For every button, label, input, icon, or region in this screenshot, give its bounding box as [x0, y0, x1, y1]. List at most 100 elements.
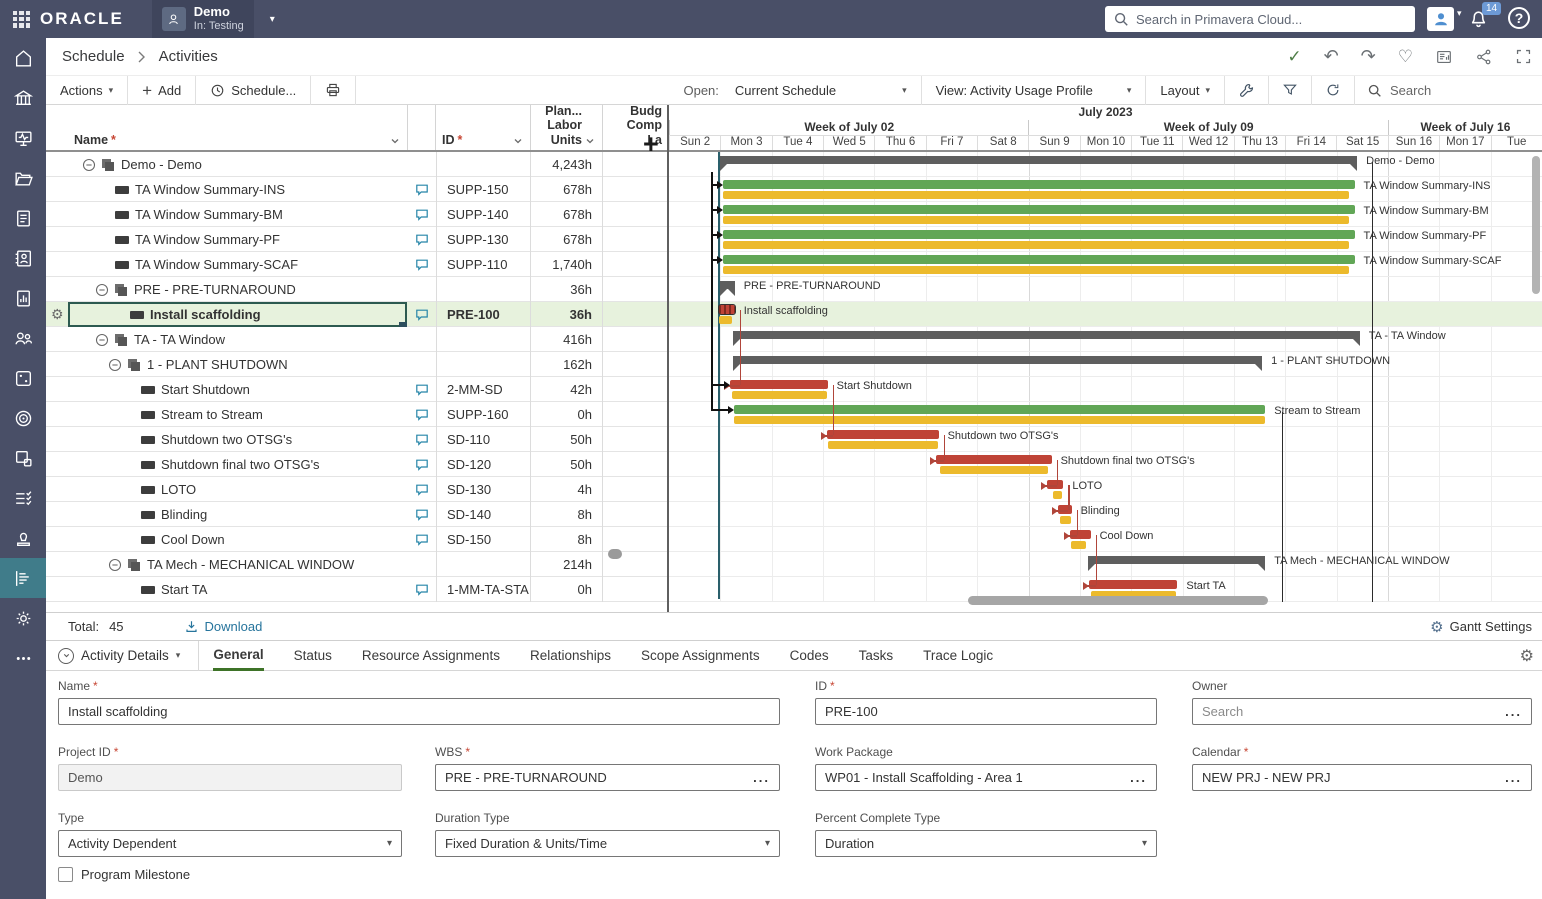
- comment-icon[interactable]: [414, 407, 430, 423]
- gantt-vscroll-thumb[interactable]: [1532, 156, 1540, 294]
- table-row[interactable]: Demo - Demo4,243h: [46, 152, 668, 177]
- program-milestone-checkbox[interactable]: Program Milestone: [58, 867, 190, 882]
- wbs-input[interactable]: PRE - PRE-TURNAROUND...: [435, 764, 780, 791]
- add-button[interactable]: +Add: [128, 76, 195, 104]
- calendar-input[interactable]: NEW PRJ - NEW PRJ...: [1192, 764, 1532, 791]
- activity-bar[interactable]: [723, 180, 1355, 189]
- table-row[interactable]: TA Window Summary-SCAFSUPP-1101,740h: [46, 252, 668, 277]
- sidebar-item-workflow[interactable]: [0, 438, 46, 478]
- ellipsis-picker-icon[interactable]: ...: [1505, 704, 1522, 719]
- schedule-button[interactable]: Schedule...: [196, 76, 310, 104]
- comment-icon[interactable]: [414, 182, 430, 198]
- activity-bar[interactable]: [723, 255, 1355, 264]
- check-icon[interactable]: ✓: [1287, 47, 1301, 67]
- comment-icon[interactable]: [414, 382, 430, 398]
- checkbox-icon[interactable]: [58, 867, 73, 882]
- undo-icon[interactable]: ↶: [1324, 46, 1339, 67]
- activity-bar[interactable]: [936, 455, 1052, 464]
- table-row[interactable]: BlindingSD-1408h: [46, 502, 668, 527]
- tab-tasks[interactable]: Tasks: [859, 641, 894, 671]
- tab-resource-assignments[interactable]: Resource Assignments: [362, 641, 500, 671]
- table-search-input[interactable]: Search: [1355, 83, 1542, 98]
- comment-icon[interactable]: [414, 582, 430, 598]
- comment-icon[interactable]: [414, 232, 430, 248]
- table-row[interactable]: 1 - PLANT SHUTDOWN162h: [46, 352, 668, 377]
- activity-bar[interactable]: [723, 205, 1355, 214]
- comment-icon[interactable]: [414, 482, 430, 498]
- chevron-down-icon[interactable]: [389, 135, 401, 147]
- refresh-button[interactable]: [1312, 76, 1354, 104]
- sidebar-item-dashboards[interactable]: [0, 118, 46, 158]
- report-icon[interactable]: [1435, 48, 1453, 66]
- chevron-down-icon[interactable]: [512, 135, 524, 147]
- notifications-button[interactable]: 14: [1468, 8, 1489, 29]
- redo-icon[interactable]: ↷: [1361, 46, 1376, 67]
- summary-bar[interactable]: [733, 331, 1360, 339]
- summary-bar[interactable]: [720, 156, 1357, 164]
- app-launcher-icon[interactable]: [13, 11, 30, 28]
- ellipsis-picker-icon[interactable]: ...: [1130, 770, 1147, 785]
- name-input[interactable]: Install scaffolding: [58, 698, 780, 725]
- activity-bar[interactable]: [827, 430, 939, 439]
- gantt-timescale[interactable]: July 2023 Week of July 02Week of July 09…: [669, 105, 1542, 152]
- table-row[interactable]: Shutdown final two OTSG'sSD-12050h: [46, 452, 668, 477]
- sidebar-item-projects[interactable]: [0, 158, 46, 198]
- details-settings-gear-icon[interactable]: ⚙: [1520, 646, 1534, 666]
- comment-icon[interactable]: [414, 532, 430, 548]
- collapse-toggle-icon[interactable]: [108, 558, 122, 572]
- sidebar-item-approvals[interactable]: [0, 518, 46, 558]
- chevron-down-icon[interactable]: [584, 135, 596, 147]
- sidebar-item-documents[interactable]: [0, 198, 46, 238]
- table-row[interactable]: Cool DownSD-1508h: [46, 527, 668, 552]
- table-row[interactable]: TA - TA Window416h: [46, 327, 668, 352]
- project-switcher-caret-icon[interactable]: ▾: [270, 14, 275, 25]
- collapse-toggle-icon[interactable]: [95, 283, 109, 297]
- table-row[interactable]: LOTOSD-1304h: [46, 477, 668, 502]
- duration-type-select[interactable]: Fixed Duration & Units/Time▾: [435, 830, 780, 857]
- gantt-row[interactable]: [669, 477, 1542, 502]
- column-header-id[interactable]: ID*: [436, 105, 531, 150]
- summary-bar[interactable]: [720, 281, 734, 289]
- table-row[interactable]: Start Shutdown2-MM-SD42h: [46, 377, 668, 402]
- tab-relationships[interactable]: Relationships: [530, 641, 611, 671]
- owner-input[interactable]: Search...: [1192, 698, 1532, 725]
- percent-complete-type-select[interactable]: Duration▾: [815, 830, 1157, 857]
- tab-trace-logic[interactable]: Trace Logic: [923, 641, 993, 671]
- ellipsis-picker-icon[interactable]: ...: [1505, 770, 1522, 785]
- print-button[interactable]: [311, 76, 355, 104]
- sidebar-item-more[interactable]: [0, 638, 46, 678]
- comment-icon[interactable]: [414, 207, 430, 223]
- activity-bar[interactable]: [1089, 580, 1178, 589]
- open-schedule-select[interactable]: Open: Current Schedule ▾: [669, 76, 920, 104]
- table-row[interactable]: Start TA1-MM-TA-STA0h: [46, 577, 668, 602]
- user-menu-caret-icon[interactable]: ▾: [1457, 8, 1462, 19]
- sidebar-item-resources[interactable]: [0, 318, 46, 358]
- global-search-input[interactable]: Search in Primavera Cloud...: [1105, 6, 1415, 32]
- collapse-toggle-icon[interactable]: [108, 358, 122, 372]
- download-button[interactable]: Download: [184, 619, 263, 634]
- help-button[interactable]: ?: [1508, 7, 1530, 29]
- collapse-toggle-icon[interactable]: [95, 333, 109, 347]
- tab-codes[interactable]: Codes: [790, 641, 829, 671]
- table-hscroll-thumb[interactable]: [608, 549, 622, 559]
- column-header-name[interactable]: Name*: [68, 105, 408, 150]
- pane-splitter[interactable]: [667, 105, 669, 612]
- user-avatar[interactable]: [1427, 7, 1454, 31]
- table-row[interactable]: TA Mech - MECHANICAL WINDOW214h: [46, 552, 668, 577]
- gantt-row[interactable]: [669, 427, 1542, 452]
- sidebar-item-activities[interactable]: [0, 558, 46, 598]
- sidebar-item-settings[interactable]: [0, 598, 46, 638]
- gantt-hscroll-thumb[interactable]: [968, 596, 1268, 605]
- actions-button[interactable]: Actions▾: [46, 76, 127, 104]
- health-icon[interactable]: ♡: [1398, 47, 1413, 67]
- summary-bar[interactable]: [733, 356, 1262, 364]
- id-input[interactable]: PRE-100: [815, 698, 1157, 725]
- customize-columns-button[interactable]: [1225, 76, 1268, 104]
- breadcrumb-activities[interactable]: Activities: [159, 48, 218, 65]
- gantt-settings-button[interactable]: ⚙ Gantt Settings: [1430, 618, 1532, 636]
- tab-status[interactable]: Status: [294, 641, 332, 671]
- summary-bar[interactable]: [1088, 556, 1266, 564]
- expand-icon[interactable]: [1515, 48, 1532, 65]
- sidebar-item-reports[interactable]: [0, 278, 46, 318]
- ellipsis-picker-icon[interactable]: ...: [753, 770, 770, 785]
